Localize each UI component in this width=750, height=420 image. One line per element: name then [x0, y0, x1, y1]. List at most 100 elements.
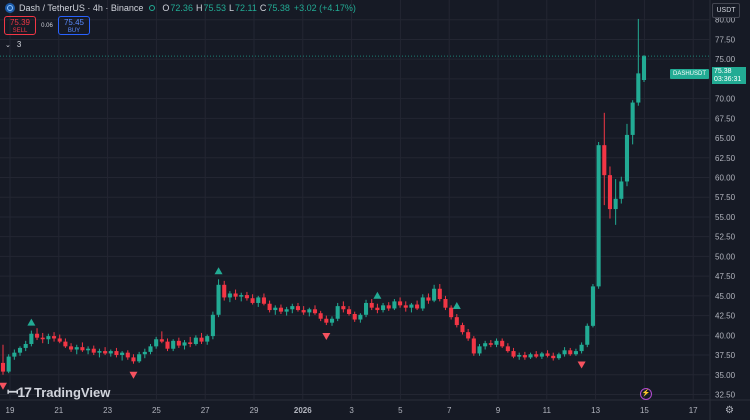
y-tick-label: 47.50	[715, 272, 736, 281]
candle-body	[188, 342, 193, 344]
candle-body	[46, 336, 51, 340]
candle-body	[148, 346, 153, 352]
y-tick-label: 80.00	[715, 16, 736, 25]
y-tick-label: 42.50	[715, 312, 736, 321]
candle-body	[415, 304, 420, 309]
x-tick-label: 21	[54, 406, 63, 415]
candle-body	[114, 351, 119, 356]
candle-body	[443, 299, 448, 308]
candle-body	[261, 297, 266, 304]
symbol-title[interactable]: Dash / TetherUS · 4h · Binance	[19, 3, 144, 13]
y-tick-label: 50.00	[715, 252, 736, 261]
candle-body	[505, 346, 510, 352]
y-tick-label: 75.00	[715, 55, 736, 64]
candle-body	[6, 356, 11, 372]
sell-button[interactable]: 75.39 SELL	[4, 16, 36, 35]
y-tick-label: 32.50	[715, 390, 736, 399]
candle-body	[239, 295, 244, 297]
candle-body	[602, 145, 607, 176]
candle-body	[222, 284, 227, 298]
y-tick-label: 37.50	[715, 351, 736, 360]
candle-body	[579, 344, 584, 352]
high-label: H	[195, 3, 203, 13]
candle-body	[624, 134, 630, 182]
candle-body	[500, 340, 505, 347]
candle-body	[358, 314, 363, 320]
candle-body	[522, 355, 527, 358]
open-label: O	[162, 3, 170, 13]
last-price-value: 75.38	[714, 68, 732, 75]
buy-button[interactable]: 75.45 BUY	[58, 16, 90, 35]
candle-body	[352, 314, 357, 320]
candle-body	[34, 333, 40, 338]
currency-selector[interactable]: USDT	[712, 3, 740, 18]
candle-body	[273, 307, 278, 311]
x-tick-label: 5	[398, 406, 403, 415]
close-value: 75.38	[267, 3, 290, 13]
x-tick-label: 27	[201, 406, 210, 415]
change-value: +3.02 (+4.17%)	[293, 3, 356, 13]
candle-body	[562, 350, 567, 355]
candle-body	[471, 338, 476, 354]
sell-signal-marker	[322, 333, 331, 341]
candle-body	[301, 310, 306, 313]
candle-body	[398, 301, 403, 306]
lightning-icon[interactable]: ⚡	[640, 388, 652, 400]
candle-body	[74, 347, 79, 350]
candle-body	[585, 325, 590, 345]
candle-body	[120, 352, 125, 356]
candle-body	[159, 339, 164, 342]
candle-body	[205, 336, 210, 342]
y-tick-label: 45.00	[715, 292, 736, 301]
x-tick-label: 19	[6, 406, 15, 415]
candle-body	[57, 338, 62, 342]
candle-body	[369, 302, 374, 308]
sell-signal-marker	[129, 371, 138, 379]
candle-body	[545, 353, 550, 356]
buy-label: BUY	[67, 28, 81, 34]
candle-body	[108, 351, 113, 354]
candle-body	[607, 175, 613, 210]
symbol-price-tag: DASHUSDT	[670, 69, 710, 79]
candle-body	[29, 333, 34, 344]
symbol-header[interactable]: Dash / TetherUS · 4h · Binance O 72.36 H 7…	[5, 3, 356, 13]
logo-text: TradingView	[33, 385, 111, 400]
candle-body	[69, 346, 74, 350]
candle-body	[103, 351, 108, 354]
candle-body	[636, 73, 641, 103]
indicators-toggle[interactable]: ⌄ 3	[5, 40, 21, 49]
candle-body	[466, 332, 471, 339]
candle-body	[80, 347, 85, 351]
x-tick-label: 29	[250, 406, 259, 415]
y-tick-label: 55.00	[715, 213, 736, 222]
x-tick-label: 11	[543, 406, 552, 415]
candle-body	[176, 340, 181, 346]
trade-panel: 75.39 SELL 0.06 75.45 BUY	[4, 16, 90, 35]
candle-body	[568, 350, 573, 355]
buy-signal-marker	[27, 318, 36, 326]
candle-body	[256, 297, 261, 303]
candle-body	[23, 343, 28, 348]
chevron-down-icon: ⌄	[5, 41, 11, 49]
candle-body	[375, 307, 380, 311]
candle-body	[295, 306, 301, 311]
candle-body	[329, 318, 335, 323]
indicators-count: 3	[16, 40, 22, 49]
tradingview-logo[interactable]: ꟷ17 TradingView	[7, 383, 110, 402]
candle-body	[630, 102, 635, 135]
buy-signal-marker	[214, 267, 223, 275]
candle-body	[210, 314, 215, 337]
candle-body	[52, 336, 57, 339]
candle-body	[449, 307, 454, 318]
open-value: 72.36	[170, 3, 193, 13]
candle-body	[63, 341, 68, 347]
candle-body	[312, 309, 318, 314]
x-tick-label: 7	[447, 406, 452, 415]
candle-body	[216, 284, 221, 315]
gear-icon[interactable]: ⚙	[725, 405, 734, 416]
candle-body	[619, 181, 624, 199]
candle-body	[590, 286, 595, 326]
y-tick-label: 77.50	[715, 35, 736, 44]
candle-body	[154, 339, 159, 347]
